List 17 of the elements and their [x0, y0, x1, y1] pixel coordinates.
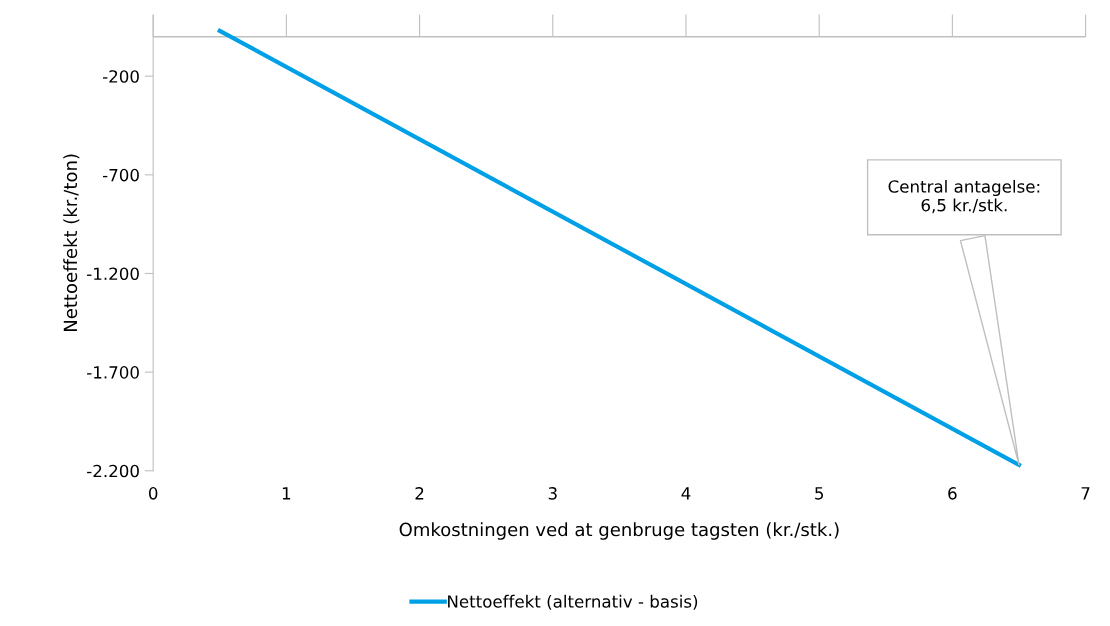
x-tick-label: 5	[815, 487, 824, 500]
y-tick-label: -2.200	[87, 464, 139, 478]
y-tick-label: -1.700	[87, 366, 139, 379]
x-tick-label: 6	[948, 487, 957, 500]
y-tick-label: -1.200	[87, 267, 139, 281]
annotation: Central antagelse: 6,5 kr./stk.	[888, 179, 1040, 214]
x-tick-label: 0	[148, 487, 158, 500]
y-tick-label: -200	[102, 70, 139, 83]
x-tick-label: 4	[681, 487, 691, 500]
legend-label: Nettoeffekt (alternativ - basis)	[448, 594, 698, 610]
y-axis-title: Nettoeffekt (kr./ton)	[63, 154, 80, 331]
x-tick-label: 2	[415, 487, 424, 500]
x-tick-label: 1	[282, 487, 291, 500]
x-tick-label: 3	[548, 487, 557, 500]
x-axis-title: Omkostningen ved at genbruge tagsten (kr./stk.)	[399, 522, 839, 540]
x-tick-label: 7	[1081, 487, 1090, 500]
y-tick-label: -700	[102, 168, 139, 182]
